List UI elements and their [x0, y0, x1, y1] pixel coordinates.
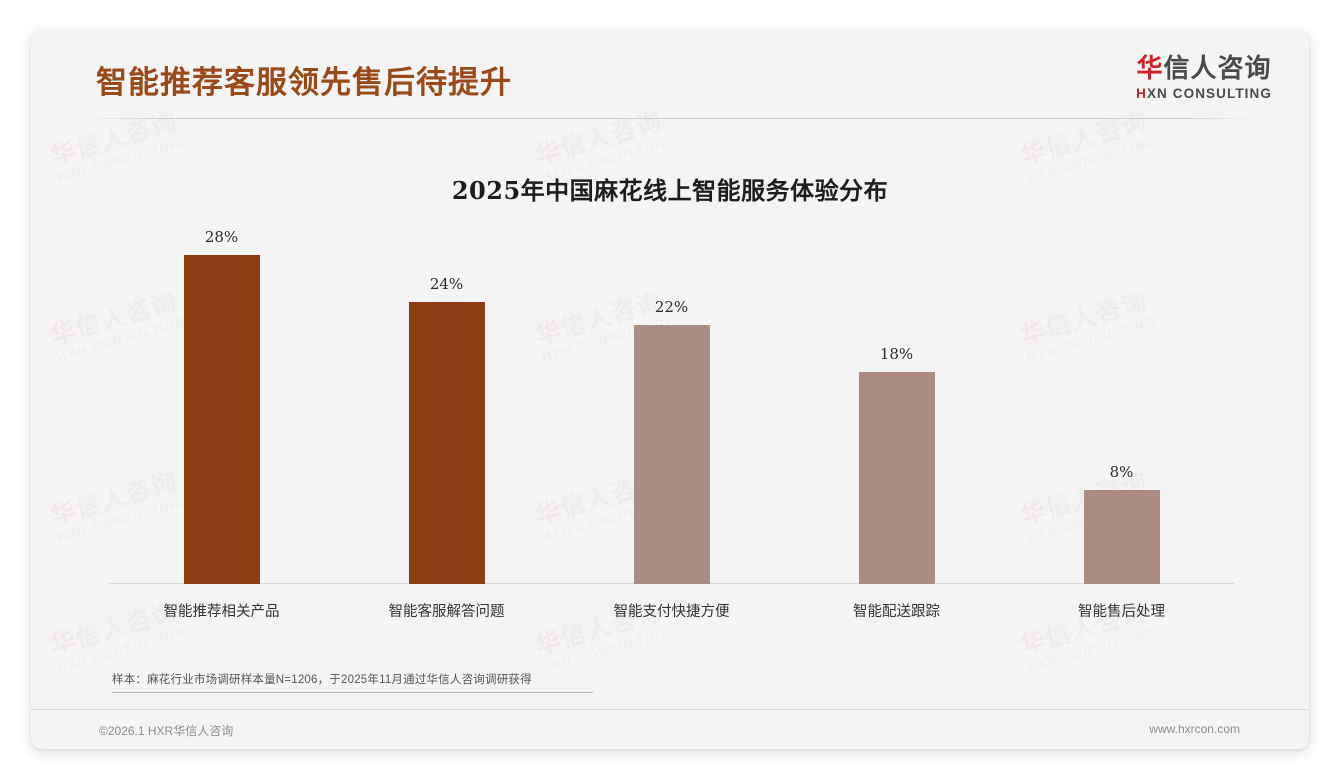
bar-value-label: 28%: [204, 227, 239, 246]
bar-chart-plot: 28% 智能推荐相关产品 24% 智能客服解答问题 22% 智能支付快捷方便 18% 智能配送…: [79, 228, 1261, 620]
chart-bar[interactable]: 8%: [1083, 463, 1160, 584]
header-divider: [86, 118, 1256, 119]
company-logo: 华信人咨询 HXN CONSULTING: [1136, 54, 1272, 101]
logo-english-text: HXN CONSULTING: [1136, 86, 1272, 101]
footnote-divider: [112, 692, 593, 693]
bar-group: 8% 智能售后处理: [1007, 231, 1237, 620]
bar-group: 24% 智能客服解答问题: [332, 231, 562, 620]
bar-value-label: 24%: [429, 274, 464, 293]
logo-english-accent: H: [1136, 86, 1147, 102]
footer-divider: [31, 709, 1309, 710]
page-title: 智能推荐客服领先售后待提升: [96, 65, 512, 101]
footer-url[interactable]: www.hxrcon.com: [1149, 722, 1240, 736]
chart-area: 2025年中国麻花线上智能服务体验分布 28% 智能推荐相关产品 24% 智能客服解答…: [31, 121, 1309, 661]
bar-category-label: 智能推荐相关产品: [163, 604, 280, 620]
logo-chinese-text: 华信人咨询: [1136, 54, 1272, 84]
bar-group: 22% 智能支付快捷方便: [557, 231, 787, 620]
bar-group: 18% 智能配送跟踪: [782, 231, 1012, 620]
bar-group: 28% 智能推荐相关产品: [107, 228, 337, 620]
bar-category-label: 智能客服解答问题: [388, 604, 505, 620]
bar-category-label: 智能支付快捷方便: [613, 604, 730, 620]
bar-category-label: 智能配送跟踪: [853, 604, 940, 620]
bar-value-label: 18%: [879, 345, 914, 364]
chart-bar[interactable]: 28%: [183, 228, 260, 584]
chart-bar[interactable]: 22%: [633, 298, 710, 584]
logo-english-rest: XN CONSULTING: [1146, 86, 1272, 102]
footer-copyright: ©2026.1 HXR华信人咨询: [99, 724, 234, 738]
chart-bar[interactable]: 18%: [858, 345, 935, 584]
chart-title: 2025年中国麻花线上智能服务体验分布: [451, 176, 889, 205]
slide-header: 智能推荐客服领先售后待提升: [31, 31, 1309, 118]
logo-chinese-accent: 华: [1136, 54, 1164, 84]
footnote-block: 样本：麻花行业市场调研样本量N=1206，于2025年11月通过华信人咨询调研获…: [112, 671, 593, 693]
bar-value-label: 8%: [1109, 462, 1134, 481]
slide-footer: ©2026.1 HXR华信人咨询 www.hxrcon.com: [31, 710, 1309, 749]
logo-chinese-rest: 信人咨询: [1163, 54, 1272, 84]
bar-value-label: 22%: [654, 298, 689, 317]
footnote-text: 样本：麻花行业市场调研样本量N=1206，于2025年11月通过华信人咨询调研获…: [112, 674, 532, 686]
chart-bar[interactable]: 24%: [408, 275, 485, 584]
bar-category-label: 智能售后处理: [1078, 604, 1165, 620]
slide-card: 华信人咨询 HXN CONSULTING 华信人咨询 HXN CONSULTING 华信…: [31, 31, 1309, 749]
